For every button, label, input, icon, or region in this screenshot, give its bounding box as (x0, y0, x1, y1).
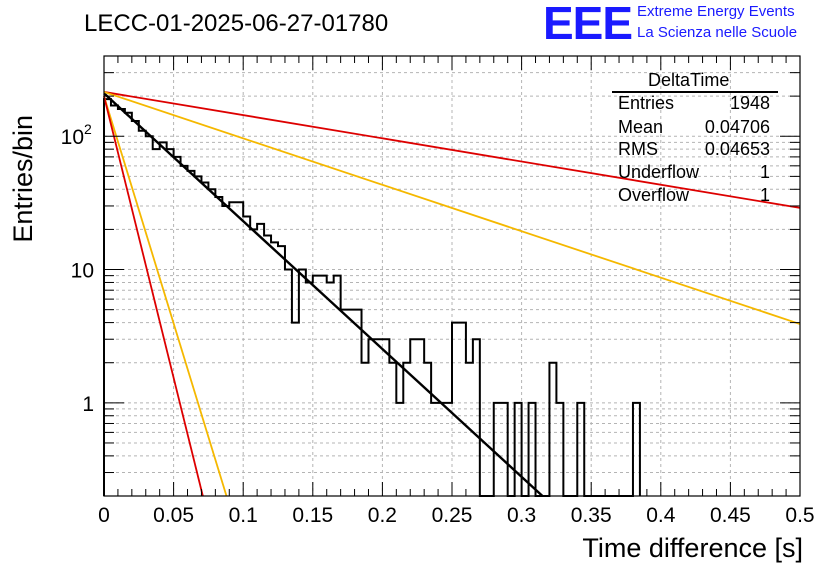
x-axis-label: Time difference [s] (582, 533, 803, 563)
line-orange-slow (103, 91, 801, 325)
stat-overflow-label: Overflow (618, 185, 690, 205)
y-tick-label-exponent: 2 (84, 121, 92, 137)
line-red-slow (103, 91, 801, 209)
stat-rms-label: RMS (618, 139, 658, 159)
y-axis-label: Entries/bin (8, 115, 38, 243)
x-tick-label: 0.05 (153, 504, 194, 527)
stat-entries-value: 1948 (729, 93, 770, 113)
stat-underflow-label: Underflow (618, 162, 700, 182)
stat-underflow-value: 1 (759, 162, 770, 182)
line-orange-fast (103, 95, 228, 497)
stat-mean-value: 0.04706 (704, 117, 770, 137)
x-tick-label: 0 (98, 504, 110, 527)
histogram (103, 98, 641, 497)
x-tick-label: 0.2 (368, 504, 397, 527)
line-fit (103, 92, 544, 497)
line-red-fast (103, 95, 204, 497)
tick-labels: 0 0.05 0.1 0.15 0.2 0.25 0.3 0.35 0.4 0.45 0.5 1 10 1… (61, 121, 815, 527)
x-tick-label: 0.5 (785, 504, 814, 527)
fit-lines (103, 91, 801, 497)
plot-frame (103, 55, 801, 497)
org-name-line2: La Scienza nelle Scuole (637, 24, 798, 41)
stat-entries-label: Entries (618, 93, 675, 113)
x-tick-label: 0.4 (646, 504, 676, 527)
y-tick-label: 1 (82, 393, 94, 416)
x-tick-label: 0.35 (571, 504, 612, 527)
stat-rms-value: 0.04653 (704, 139, 770, 159)
stat-mean-label: Mean (618, 117, 664, 137)
stats-title: DeltaTime (648, 70, 730, 90)
histogram-bars (103, 98, 641, 497)
x-tick-label: 0.15 (292, 504, 333, 527)
x-tick-label: 0.1 (229, 504, 258, 527)
stat-overflow-value: 1 (759, 185, 770, 205)
x-tick-label: 0.3 (507, 504, 536, 527)
chart-title: LECC-01-2025-06-27-01780 (84, 10, 389, 37)
org-name-line1: Extreme Energy Events (637, 3, 795, 20)
x-tick-label: 0.45 (710, 504, 751, 527)
y-tick-label: 10 (61, 126, 84, 149)
eee-logo: EEE (543, 0, 633, 49)
x-tick-label: 0.25 (432, 504, 473, 527)
y-tick-label: 10 (71, 260, 94, 283)
